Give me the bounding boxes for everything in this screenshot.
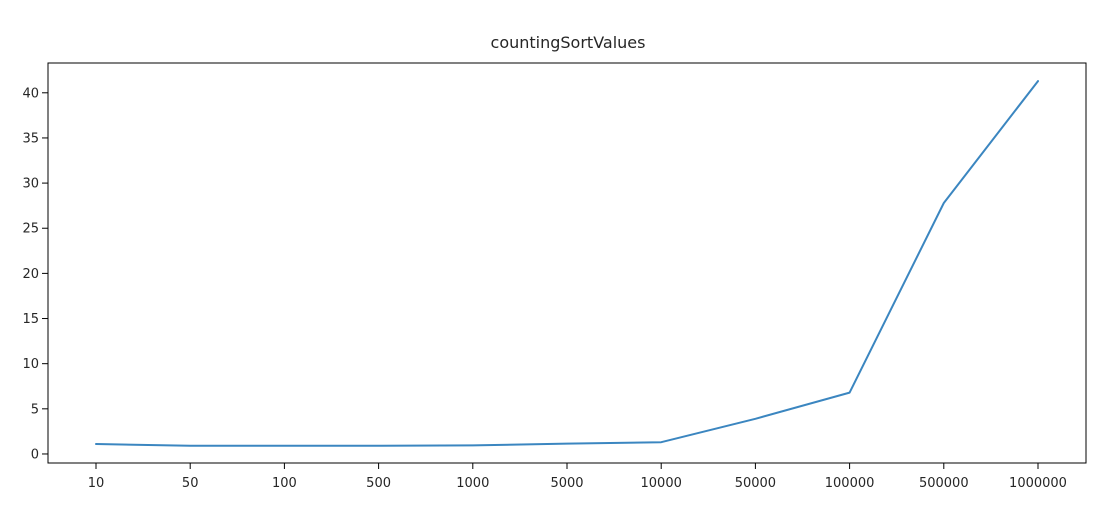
y-tick-label: 15	[22, 312, 39, 327]
series-layer	[95, 80, 1039, 447]
chart-title: countingSortValues	[491, 33, 646, 52]
x-tick-label: 500	[366, 476, 391, 491]
y-tick-label: 5	[31, 402, 39, 417]
y-tick-label: 35	[22, 131, 39, 146]
plot-area-frame	[47, 62, 1087, 464]
x-tick-label: 1000000	[1009, 476, 1067, 491]
y-tick-label: 25	[22, 222, 39, 237]
x-tick-label: 10000	[641, 476, 682, 491]
x-tick-label: 100000	[825, 476, 875, 491]
x-axis: 10 50 100 500 1000 5000 10000 50000 100000 500000…	[88, 463, 1067, 491]
y-tick-label: 10	[22, 357, 39, 372]
y-tick-label: 20	[22, 267, 39, 282]
x-tick-label: 10	[88, 476, 105, 491]
x-tick-label: 50000	[735, 476, 776, 491]
x-tick-label: 50	[182, 476, 199, 491]
x-tick-label: 5000	[550, 476, 583, 491]
x-tick-label: 1000	[456, 476, 489, 491]
y-tick-label: 30	[22, 177, 39, 192]
y-tick-label: 0	[31, 447, 39, 462]
y-axis: 0 5 10 15 20 25 30 35 40	[22, 86, 48, 462]
x-tick-label: 500000	[919, 476, 969, 491]
series-line	[95, 80, 1039, 447]
y-tick-label: 40	[22, 86, 39, 101]
x-tick-label: 100	[272, 476, 297, 491]
